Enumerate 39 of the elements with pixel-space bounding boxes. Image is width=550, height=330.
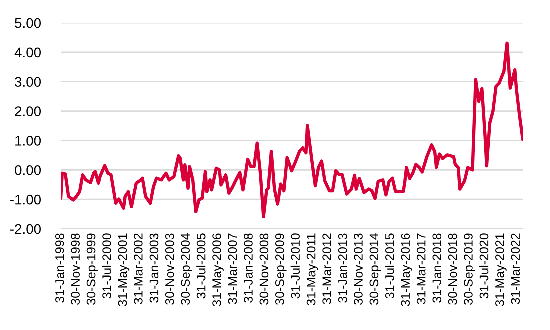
x-tick-label: 30-Sep-2004 bbox=[181, 234, 193, 305]
x-tick-label: 30-Sep-2019 bbox=[464, 234, 476, 305]
y-tick-label: -1.00 bbox=[10, 194, 42, 205]
x-tick-label: 30-Sep-1999 bbox=[86, 234, 98, 305]
x-tick-label: 30-Sep-2009 bbox=[275, 234, 287, 305]
x-tick-label: 31-Jul-2020 bbox=[479, 234, 489, 299]
y-tick-label: 5.00 bbox=[15, 18, 42, 28]
y-tick-label: -2.00 bbox=[10, 224, 42, 234]
x-tick-label: 31-May-2006 bbox=[212, 234, 224, 306]
x-tick-label: 31-Mar-2022 bbox=[511, 234, 520, 304]
x-tick-label: 31-Jul-2010 bbox=[290, 234, 300, 299]
y-tick-label: 4.00 bbox=[14, 48, 42, 58]
x-tick-label: 31-Mar-2017 bbox=[416, 234, 426, 304]
x-tick-label: 31-Mar-2002 bbox=[134, 234, 143, 304]
x-tick-label: 31-Jan-2003 bbox=[150, 234, 159, 303]
x-tick-label: 31-Jan-2013 bbox=[338, 234, 348, 303]
x-tick-label: 31-Jul-2005 bbox=[196, 234, 206, 299]
y-tick-label: 1.00 bbox=[16, 136, 42, 146]
x-tick-label: 30-Nov-1998 bbox=[71, 234, 80, 305]
x-tick-label: 31-May-2011 bbox=[306, 234, 318, 306]
x-tick-label: 31-May-2016 bbox=[401, 234, 413, 306]
y-tick-label: 3.00 bbox=[15, 77, 42, 88]
x-tick-label: 31-Mar-2007 bbox=[228, 234, 238, 304]
x-tick-label: 31-Jul-2015 bbox=[385, 234, 394, 299]
x-tick-label: 31-Jul-2000 bbox=[102, 234, 112, 299]
line-series bbox=[61, 42, 523, 219]
x-tick-label: 31-Jan-1998 bbox=[56, 234, 64, 303]
x-tick-label: 31-May-2021 bbox=[496, 234, 507, 306]
x-tick-label: 31-Mar-2012 bbox=[322, 234, 332, 304]
x-tick-label: 31-May-2001 bbox=[118, 234, 130, 306]
x-tick-label: 30-Sep-2014 bbox=[370, 234, 382, 305]
y-tick-label: 0.00 bbox=[15, 165, 42, 176]
x-tick-label: 31-Jan-2008 bbox=[244, 234, 253, 303]
x-tick-label: 30-Nov-2013 bbox=[354, 234, 363, 305]
x-tick-label: 30-Nov-2008 bbox=[260, 234, 269, 305]
y-tick-label: 2.00 bbox=[15, 106, 42, 116]
x-tick-label: 31-Jan-2018 bbox=[432, 234, 442, 303]
x-tick-label: 30-Nov-2018 bbox=[448, 234, 458, 305]
x-tick-label: 30-Nov-2003 bbox=[165, 234, 174, 305]
